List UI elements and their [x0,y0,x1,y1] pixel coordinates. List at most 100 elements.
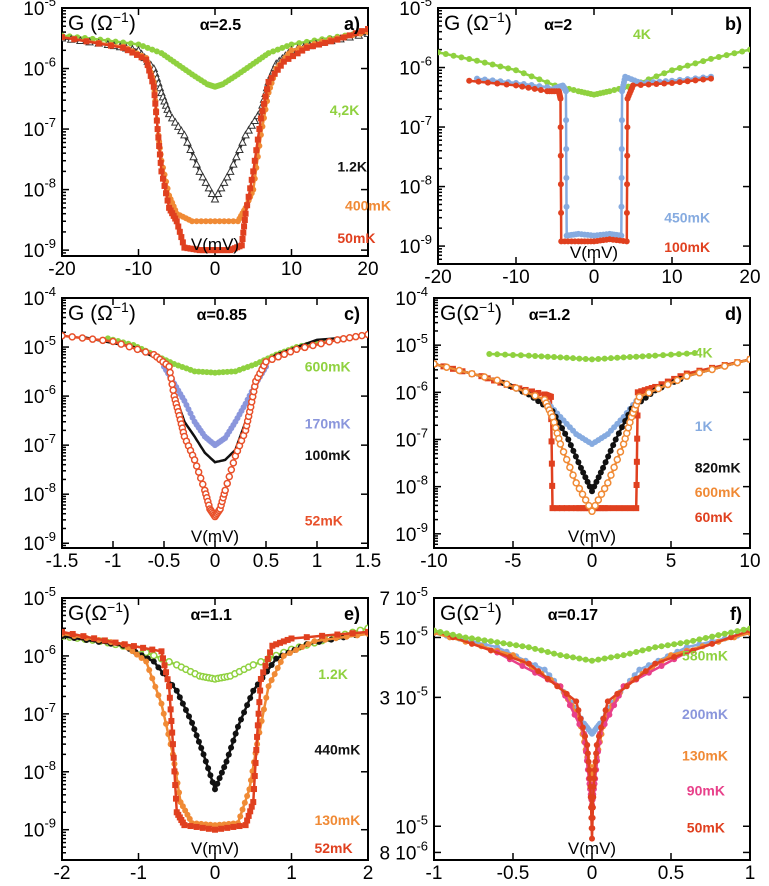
data-point [475,78,482,85]
temperature-label: 600mK [305,358,351,374]
data-point [251,157,258,164]
data-point [349,630,356,637]
x-tick-label: 10 [739,551,760,572]
data-point [598,724,605,731]
data-point [549,505,556,512]
temperature-label: 50mK [337,230,375,246]
data-point [157,159,164,166]
data-point [183,137,192,146]
data-point [525,644,532,651]
data-point [734,628,741,635]
data-point [500,640,507,647]
data-point [189,218,196,225]
data-point [223,758,230,765]
data-point [648,385,655,392]
data-point [494,639,501,646]
data-point [616,448,625,456]
x-tick-label: 0 [210,259,221,280]
data-point [576,655,583,662]
data-point [169,741,176,748]
data-point [334,631,341,638]
data-point [506,654,513,661]
y-tick-label: 5 10-5 [379,623,428,649]
data-point [570,447,577,454]
data-point [158,700,165,707]
data-point [215,247,222,254]
data-point [557,152,564,159]
data-point [210,194,220,203]
data-point [604,698,611,705]
data-point [221,764,228,771]
data-point [346,32,353,39]
data-point [633,648,640,655]
data-point [580,469,587,476]
data-point [586,767,593,774]
data-point [246,786,253,793]
data-point [225,218,232,225]
data-point [503,81,510,88]
data-point [607,471,615,479]
data-point [601,355,608,362]
data-point [521,388,530,396]
data-point [212,826,218,833]
data-point [700,76,707,83]
data-point [709,640,716,647]
data-point [589,814,596,821]
data-point [234,723,241,730]
data-point [577,715,584,722]
data-point [517,352,524,359]
data-point [591,483,598,490]
data-point [606,711,613,718]
data-point [584,750,591,757]
data-point [164,676,171,683]
data-point [120,39,127,46]
data-point [563,505,570,512]
data-point [593,741,600,748]
data-point [179,700,186,707]
data-point [193,823,200,830]
data-point [146,666,153,673]
data-point [257,658,265,666]
data-point [254,722,261,729]
data-point [214,780,221,787]
data-point [575,484,584,493]
data-point [173,687,180,694]
data-point [129,49,136,56]
data-point [205,765,212,772]
data-point [652,352,659,359]
data-point [229,159,238,168]
x-tick-label: -1 [130,863,147,884]
data-point [468,369,476,378]
data-point [158,168,165,175]
data-point [668,351,674,358]
data-point [242,822,249,829]
data-point [267,649,274,656]
data-point [193,218,200,225]
data-point [194,468,203,476]
data-point [176,694,183,701]
data-point [669,79,675,86]
data-point [316,41,323,48]
data-point [202,247,209,254]
plot-area [434,350,750,516]
data-point [658,381,665,388]
data-point [623,209,630,216]
data-point [468,635,475,642]
data-point [153,109,160,116]
data-point [677,640,684,647]
data-point [163,669,170,676]
data-point [69,631,76,638]
data-point [582,474,589,481]
data-point [589,657,595,664]
data-point [273,655,280,662]
data-point [597,469,604,476]
y-axis-label: G (Ω−1) [444,9,512,35]
x-axis-unit-label: V(mV) [191,235,239,254]
data-point [247,185,254,192]
data-point [728,634,735,641]
data-point [601,505,608,512]
temperature-label: 60mK [695,509,733,525]
data-point [715,53,722,60]
data-point [544,79,551,86]
